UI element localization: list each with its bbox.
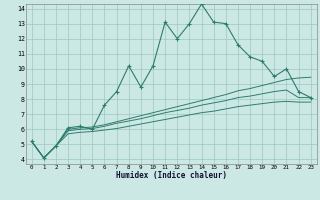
X-axis label: Humidex (Indice chaleur): Humidex (Indice chaleur)	[116, 171, 227, 180]
